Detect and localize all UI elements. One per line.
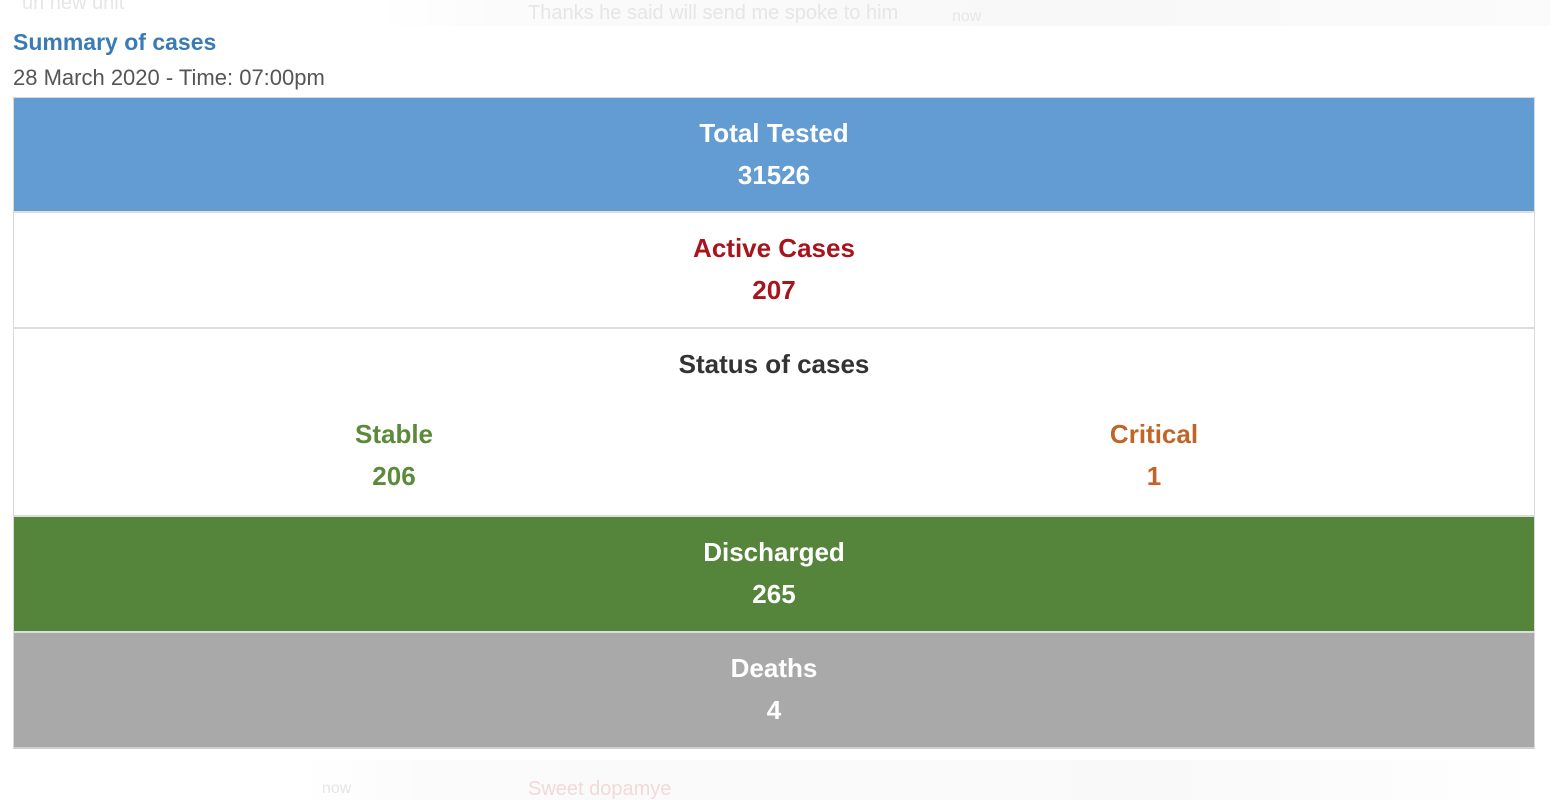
stable-column: Stable 206 [14,419,774,491]
deaths-value: 4 [766,695,782,725]
background-strip-bottom [300,760,1550,800]
critical-label: Critical [1109,419,1199,449]
status-heading: Status of cases [678,349,870,379]
background-text: un new unit [22,0,125,14]
total-tested-value: 31526 [737,160,811,190]
background-strip-top [380,0,1550,26]
critical-value: 1 [1146,461,1162,491]
stable-value: 206 [372,461,416,491]
critical-column: Critical 1 [774,419,1534,491]
deaths-label: Deaths [730,653,818,683]
summary-title[interactable]: Summary of cases [13,29,217,55]
total-tested-label: Total Tested [699,118,849,148]
discharged-label: Discharged [703,537,845,567]
discharged-value: 265 [752,579,796,609]
background-message: Thanks he said will send me spoke to him [528,2,899,24]
total-tested-block: Total Tested 31526 [14,98,1534,213]
background-text-bottom: now [322,780,352,797]
status-of-cases-block: Status of cases Stable 206 Critical 1 [14,329,1534,517]
active-cases-label: Active Cases [693,233,855,263]
discharged-block: Discharged 265 [14,517,1534,633]
status-split: Stable 206 Critical 1 [14,419,1534,491]
cases-summary-table: Total Tested 31526 Active Cases 207 Stat… [13,97,1535,749]
background-name: Sweet dopamye [528,778,672,800]
summary-header: Summary of cases 28 March 2020 - Time: 0… [13,28,325,92]
background-time: now [952,8,982,25]
summary-datetime: 28 March 2020 - Time: 07:00pm [13,65,325,90]
stable-label: Stable [354,419,434,449]
deaths-block: Deaths 4 [14,633,1534,749]
active-cases-value: 207 [752,275,796,305]
active-cases-block: Active Cases 207 [14,213,1534,329]
